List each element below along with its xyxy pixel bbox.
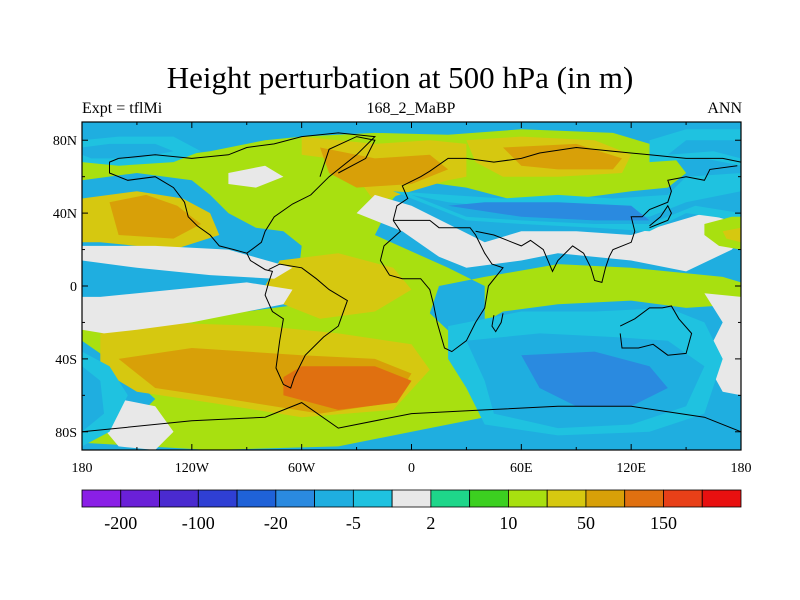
contour-region-16 <box>228 165 284 188</box>
colorbar-swatch-4 <box>236 489 277 508</box>
x-tick-label-4: 60E <box>510 461 533 476</box>
contour-region-27 <box>521 351 668 407</box>
colorbar-swatch-14 <box>624 489 664 508</box>
colorbar-swatch-3 <box>197 489 238 508</box>
axis-ticks: 180 120W 60W 0 60E 120E 180 80N 40N 0 40S 80S <box>53 122 752 476</box>
coastline-1 <box>109 157 247 254</box>
season-label: ANN <box>707 100 742 117</box>
colorbar-swatch-5 <box>275 489 315 508</box>
colorbar-label-3: -5 <box>346 513 361 533</box>
colorbar-swatch-16 <box>701 489 742 508</box>
contour-region-5 <box>265 253 412 319</box>
y-tick-label-2: 0 <box>70 280 77 295</box>
colorbar-swatch-9 <box>430 489 471 508</box>
chart-title: Height perturbation at 500 hPa (in m) <box>166 60 634 95</box>
x-tick-label-2: 60W <box>288 461 316 476</box>
colorbar-label-5: 10 <box>499 513 517 533</box>
coastline-7 <box>319 136 376 177</box>
colorbar-label-4: 2 <box>426 513 435 533</box>
colorbar-swatch-6 <box>314 489 354 508</box>
colorbar-label-7: 150 <box>650 513 677 533</box>
contour-region-21 <box>82 366 104 432</box>
y-tick-label-4: 80S <box>55 426 77 441</box>
x-tick-label-5: 120E <box>616 461 646 476</box>
coastline-3 <box>379 219 504 353</box>
coastline-9 <box>491 313 504 333</box>
colorbar-label-6: 50 <box>577 513 595 533</box>
colorbar-swatch-15 <box>663 489 703 508</box>
coastline-0 <box>118 132 377 389</box>
colorbar-swatch-1 <box>120 489 160 508</box>
contour-region-30 <box>704 216 741 250</box>
x-tick-label-3: 0 <box>408 461 415 476</box>
experiment-label: Expt = tflMi <box>82 100 163 117</box>
x-tick-label-1: 120W <box>175 461 210 476</box>
colorbar-label-0: -200 <box>104 513 137 533</box>
colorbar-label-1: -100 <box>182 513 215 533</box>
colorbar-label-2: -20 <box>264 513 288 533</box>
contour-region-8 <box>283 366 412 410</box>
colorbar-swatch-11 <box>508 489 548 508</box>
y-tick-label-1: 40N <box>53 207 77 222</box>
x-tick-label-0: 180 <box>72 461 93 476</box>
contour-region-31 <box>722 227 741 243</box>
colorbar-swatch-13 <box>585 489 626 508</box>
contour-region-13 <box>82 245 293 279</box>
x-tick-label-6: 180 <box>731 461 752 476</box>
contour-region-11 <box>503 143 622 170</box>
coastline-layer <box>82 132 741 433</box>
contour-region-20 <box>82 351 128 447</box>
y-tick-label-3: 40S <box>55 353 77 368</box>
coastline-8 <box>649 204 672 229</box>
coastline-5 <box>619 305 693 356</box>
contour-region-9 <box>109 194 201 239</box>
contour-region-29 <box>667 140 741 159</box>
y-tick-label-0: 80N <box>53 134 77 149</box>
contour-region-23 <box>411 191 741 224</box>
colorbar-swatch-8 <box>391 489 432 508</box>
contour-region-12 <box>82 282 293 334</box>
colorbar-swatch-12 <box>546 489 587 508</box>
contour-region-10 <box>320 147 449 188</box>
colorbar-swatch-0 <box>81 489 122 508</box>
colorbar-swatch-2 <box>159 489 199 508</box>
coastline-2 <box>392 146 741 221</box>
contour-fill-layer <box>82 122 741 450</box>
colorbar-swatch-7 <box>352 489 393 508</box>
colorbar: -200 -100 -20 -5 2 10 50 150 <box>81 489 742 533</box>
case-label: 168_2_MaBP <box>366 100 456 117</box>
colorbar-swatch-10 <box>469 489 509 508</box>
coastline-4 <box>475 165 738 284</box>
contour-region-24 <box>448 202 650 221</box>
contour-region-17 <box>356 194 741 272</box>
coastline-6 <box>82 402 741 433</box>
